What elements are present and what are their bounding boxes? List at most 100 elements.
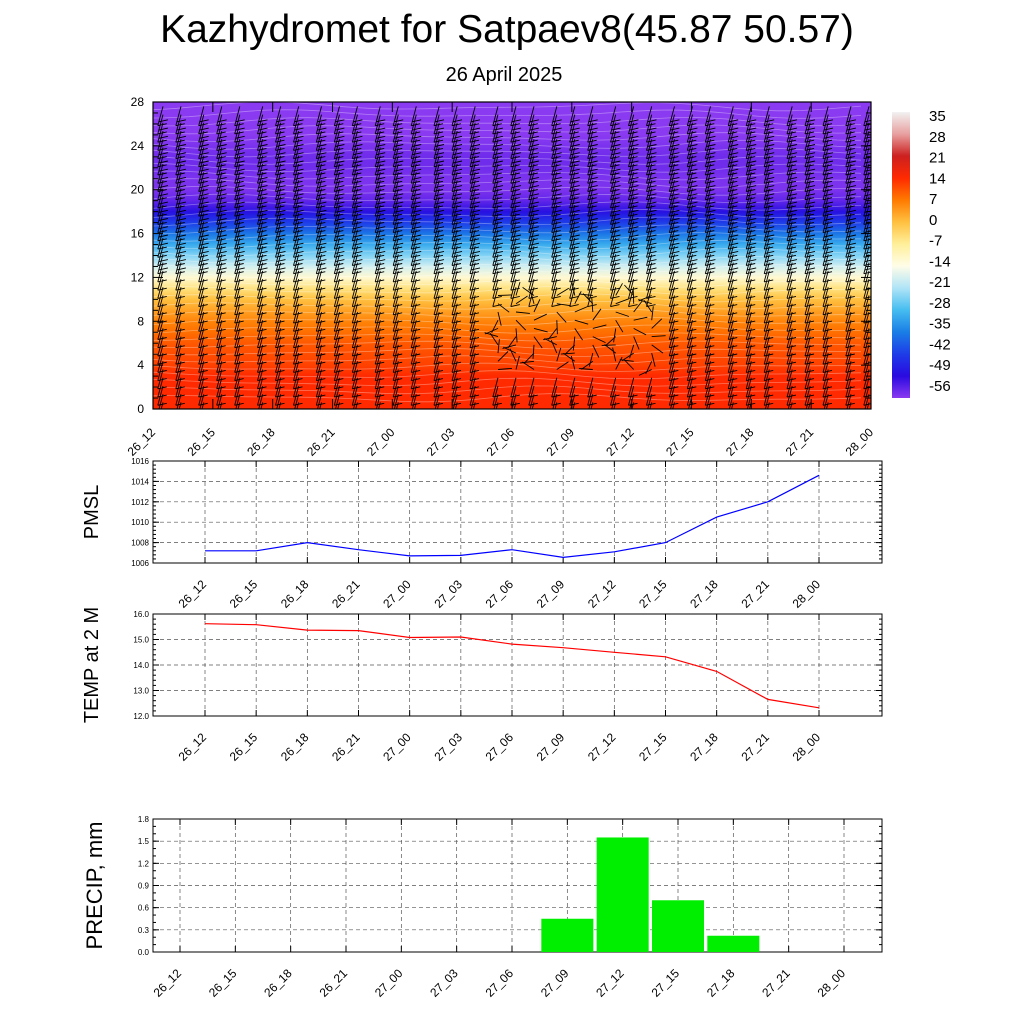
wind-barb — [646, 106, 657, 127]
wind-barb — [293, 336, 303, 357]
wind-barb — [786, 188, 798, 209]
wind-barb — [157, 221, 168, 242]
wind-barb — [523, 352, 535, 364]
wind-barb — [198, 237, 209, 258]
wind-barb — [257, 180, 268, 201]
wind-barb — [845, 311, 855, 332]
wind-barb — [572, 402, 576, 409]
wind-barb — [175, 254, 186, 275]
wind-barb — [628, 213, 639, 234]
wind-barb — [528, 147, 539, 168]
wind-barb — [704, 320, 715, 340]
wind-barb — [763, 278, 774, 299]
wind-barb — [786, 287, 797, 308]
wind-barb — [804, 320, 815, 340]
wind-barb — [199, 394, 205, 409]
wind-barb — [789, 402, 793, 409]
wind-barb — [492, 221, 503, 242]
wind-barb — [234, 254, 245, 275]
x-tick-label: 27_06 — [484, 425, 518, 459]
wind-barb — [704, 163, 716, 184]
wind-barb — [727, 361, 738, 382]
temp-x-tick-label: 27_00 — [380, 730, 414, 764]
wind-barb — [668, 106, 680, 127]
wind-barb — [786, 114, 798, 135]
contour-line — [153, 377, 862, 387]
wind-barb — [414, 402, 417, 409]
contour-line — [153, 324, 862, 334]
wind-barb — [315, 377, 326, 398]
wind-barb — [140, 296, 149, 315]
wind-barb — [257, 336, 267, 357]
wind-barb — [234, 385, 244, 406]
wind-barb — [198, 352, 208, 373]
wind-barb — [175, 180, 186, 201]
wind-barb — [686, 270, 697, 291]
wind-barb — [315, 196, 327, 217]
wind-barb — [668, 287, 679, 308]
wind-barb — [337, 402, 340, 409]
wind-barb — [293, 369, 303, 390]
wind-barb — [451, 213, 463, 234]
contour-line — [153, 316, 862, 326]
wind-barb — [592, 344, 600, 358]
wind-barb — [374, 213, 386, 234]
wind-barb — [469, 180, 481, 201]
contour-line — [153, 185, 861, 196]
wind-barb — [646, 180, 657, 201]
wind-barb — [704, 139, 716, 160]
wind-barb — [574, 291, 582, 304]
wind-barb — [257, 106, 268, 127]
wind-barb — [410, 139, 422, 160]
wind-barb — [745, 254, 757, 275]
wind-barb — [569, 385, 579, 406]
wind-barb — [469, 254, 481, 275]
wind-barb — [392, 344, 403, 365]
wind-barb — [587, 147, 598, 168]
wind-barb — [315, 172, 327, 192]
wind-barb — [392, 237, 404, 258]
wind-barb — [556, 320, 558, 335]
wind-barb — [275, 172, 286, 192]
wind-barb — [551, 254, 562, 275]
wind-barb — [745, 287, 756, 308]
wind-barb — [175, 278, 185, 299]
wind-barb — [157, 122, 168, 143]
wind-barb — [686, 237, 698, 258]
wind-barb — [333, 147, 345, 168]
wind-barb — [822, 188, 834, 209]
wind-barb — [686, 213, 698, 234]
pmsl-x-tick-label: 27_18 — [687, 577, 721, 611]
pmsl-x-tick-label: 28_00 — [790, 577, 824, 611]
wind-barb — [355, 402, 358, 409]
wind-barb — [392, 254, 404, 275]
wind-barb — [529, 394, 535, 409]
wind-barb — [469, 270, 480, 291]
wind-barb — [234, 270, 244, 291]
wind-barb — [651, 352, 656, 367]
wind-barb — [532, 344, 535, 359]
wind-barb — [275, 155, 286, 176]
wind-barb — [528, 229, 539, 250]
wind-barb — [433, 196, 445, 217]
wind-barb — [569, 139, 580, 160]
wind-barb — [497, 339, 500, 354]
wind-barb — [668, 262, 679, 283]
wind-barb — [628, 287, 638, 308]
wind-barb — [140, 378, 149, 397]
wind-barb — [569, 147, 580, 168]
wind-barb — [786, 336, 797, 357]
wind-barb — [610, 385, 620, 406]
temp-y-tick-label: 16.0 — [133, 610, 149, 619]
wind-barb — [410, 361, 421, 382]
wind-barb — [234, 106, 245, 127]
wind-barb — [451, 180, 463, 201]
x-tick-label: 26_18 — [244, 425, 278, 459]
wind-barb — [293, 139, 304, 160]
wind-barb — [433, 352, 444, 373]
contour-line — [153, 139, 862, 150]
wind-barb — [587, 213, 598, 234]
contour-line — [153, 301, 862, 310]
wind-barb — [763, 204, 775, 225]
wind-barb — [492, 180, 503, 201]
